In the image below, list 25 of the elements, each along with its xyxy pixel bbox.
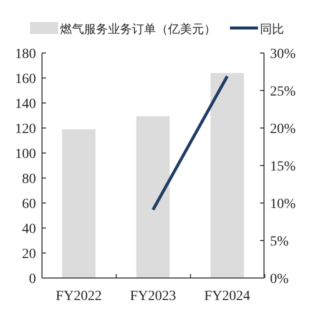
y-tick-label: 60 [22,197,36,212]
x-tick-label: FY2022 [56,289,102,304]
y-tick-label: 140 [15,97,36,112]
y2-tick-label: 30% [270,47,296,62]
y-tick-label: 180 [15,47,36,62]
y-tick-label: 120 [15,122,36,137]
y-tick-label: 20 [22,247,36,262]
y-tick-label: 100 [15,147,36,162]
y-tick-label: 0 [29,272,36,287]
legend-label: 燃气服务业务订单（亿美元） [60,22,216,36]
bar [62,129,96,278]
y2-tick-label: 10% [270,197,296,212]
y2-tick-label: 5% [270,234,289,250]
y2-tick-label: 25% [270,84,296,100]
y2-tick-label: 0% [270,272,289,287]
x-tick-label: FY2024 [204,289,250,304]
legend-label: 同比 [260,22,284,36]
y2-tick-label: 20% [270,122,296,137]
y-tick-label: 160 [15,72,36,87]
y-tick-label: 80 [22,172,36,187]
y-tick-label: 40 [22,222,36,237]
bar [210,73,244,278]
y2-tick-label: 15% [270,160,296,174]
x-tick-label: FY2023 [130,289,176,304]
bar [136,116,170,278]
